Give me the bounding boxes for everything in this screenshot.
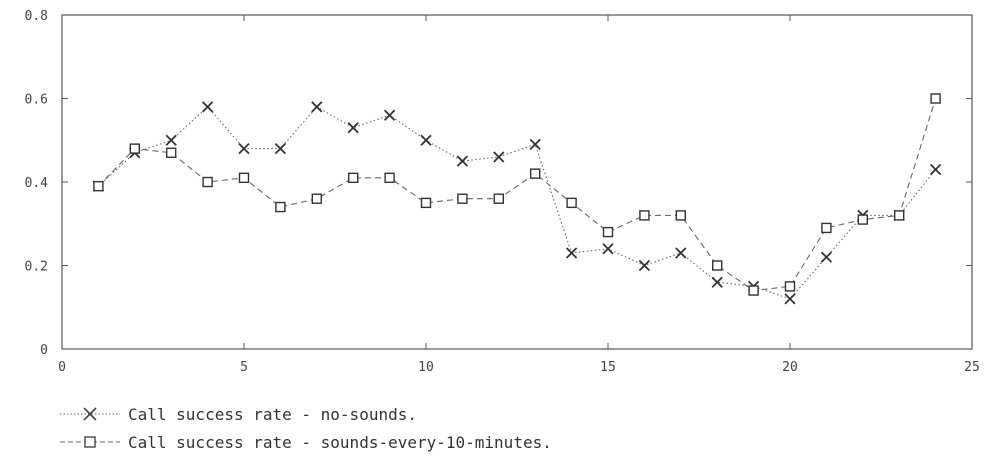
x-tick-label: 0 bbox=[58, 360, 66, 375]
legend-label: Call success rate - sounds-every-10-minu… bbox=[128, 432, 552, 452]
data-point-x bbox=[493, 151, 505, 163]
data-point-x bbox=[711, 276, 723, 288]
data-point-square bbox=[129, 143, 141, 154]
data-point-x bbox=[638, 259, 651, 272]
data-point-x bbox=[529, 138, 541, 151]
data-point-square bbox=[275, 201, 286, 213]
data-point-x bbox=[565, 247, 578, 259]
data-point-square bbox=[420, 197, 432, 209]
axis-ticks: 0 5 10 15 20 25 0 0.2 0.4 0.6 0.8 bbox=[25, 9, 980, 375]
data-point-square bbox=[93, 180, 104, 192]
plot-frame bbox=[61, 14, 973, 350]
data-point-square bbox=[202, 176, 213, 188]
series-group bbox=[92, 93, 942, 305]
data-point-square bbox=[493, 193, 504, 204]
legend-label: Call success rate - no-sounds. bbox=[128, 404, 417, 424]
x-tick-label: 20 bbox=[782, 360, 798, 375]
data-point-x bbox=[201, 101, 214, 113]
data-point-square bbox=[348, 172, 359, 184]
data-point-square bbox=[784, 281, 796, 292]
data-point-square bbox=[748, 285, 759, 296]
y-tick-label: 0.6 bbox=[25, 93, 48, 108]
data-point-x bbox=[675, 247, 687, 259]
data-point-square bbox=[566, 197, 577, 209]
data-point-x bbox=[420, 134, 432, 146]
data-point-square bbox=[384, 172, 395, 184]
y-tick-label: 0 bbox=[40, 343, 48, 358]
series-line-1 bbox=[98, 98, 937, 292]
x-tick-label: 25 bbox=[964, 360, 980, 375]
data-point-x bbox=[383, 109, 396, 121]
y-tick-label: 0.8 bbox=[25, 9, 48, 24]
data-point-x bbox=[238, 142, 250, 155]
data-point-square bbox=[457, 193, 468, 204]
data-point-x bbox=[165, 134, 177, 146]
data-point-x bbox=[274, 142, 287, 155]
y-tick-label: 0.2 bbox=[25, 260, 48, 275]
data-point-square bbox=[712, 260, 723, 271]
square-marker-icon bbox=[60, 436, 120, 448]
data-point-x bbox=[311, 101, 323, 113]
data-point-square bbox=[602, 226, 614, 238]
series-line-0 bbox=[98, 106, 937, 300]
data-point-square bbox=[311, 193, 322, 204]
x-tick-label: 5 bbox=[240, 360, 248, 375]
data-point-square bbox=[530, 168, 541, 179]
y-tick-label: 0.4 bbox=[25, 176, 49, 191]
data-point-square bbox=[930, 93, 941, 104]
data-point-x bbox=[347, 122, 359, 134]
data-point-x bbox=[820, 251, 833, 263]
x-tick-label: 15 bbox=[600, 360, 616, 375]
data-point-x bbox=[784, 293, 796, 305]
x-tick-label: 10 bbox=[418, 360, 434, 375]
data-point-square bbox=[821, 222, 832, 234]
data-point-square bbox=[639, 210, 650, 221]
data-point-square bbox=[894, 210, 905, 221]
data-point-square bbox=[165, 147, 177, 158]
data-point-square bbox=[238, 172, 250, 184]
line-chart: 0 5 10 15 20 25 0 0.2 0.4 0.6 0.8 bbox=[25, 9, 980, 375]
data-point-square bbox=[857, 214, 868, 225]
legend-item-no-sounds: Call success rate - no-sounds. bbox=[60, 400, 552, 428]
legend-item-sounds-every-10-minutes: Call success rate - sounds-every-10-minu… bbox=[60, 428, 552, 456]
data-point-square bbox=[675, 210, 686, 221]
legend: Call success rate - no-sounds. Call succ… bbox=[60, 400, 552, 456]
x-marker-icon bbox=[60, 407, 120, 421]
data-point-x bbox=[929, 163, 942, 176]
data-point-x bbox=[602, 243, 614, 255]
data-point-x bbox=[456, 155, 469, 167]
